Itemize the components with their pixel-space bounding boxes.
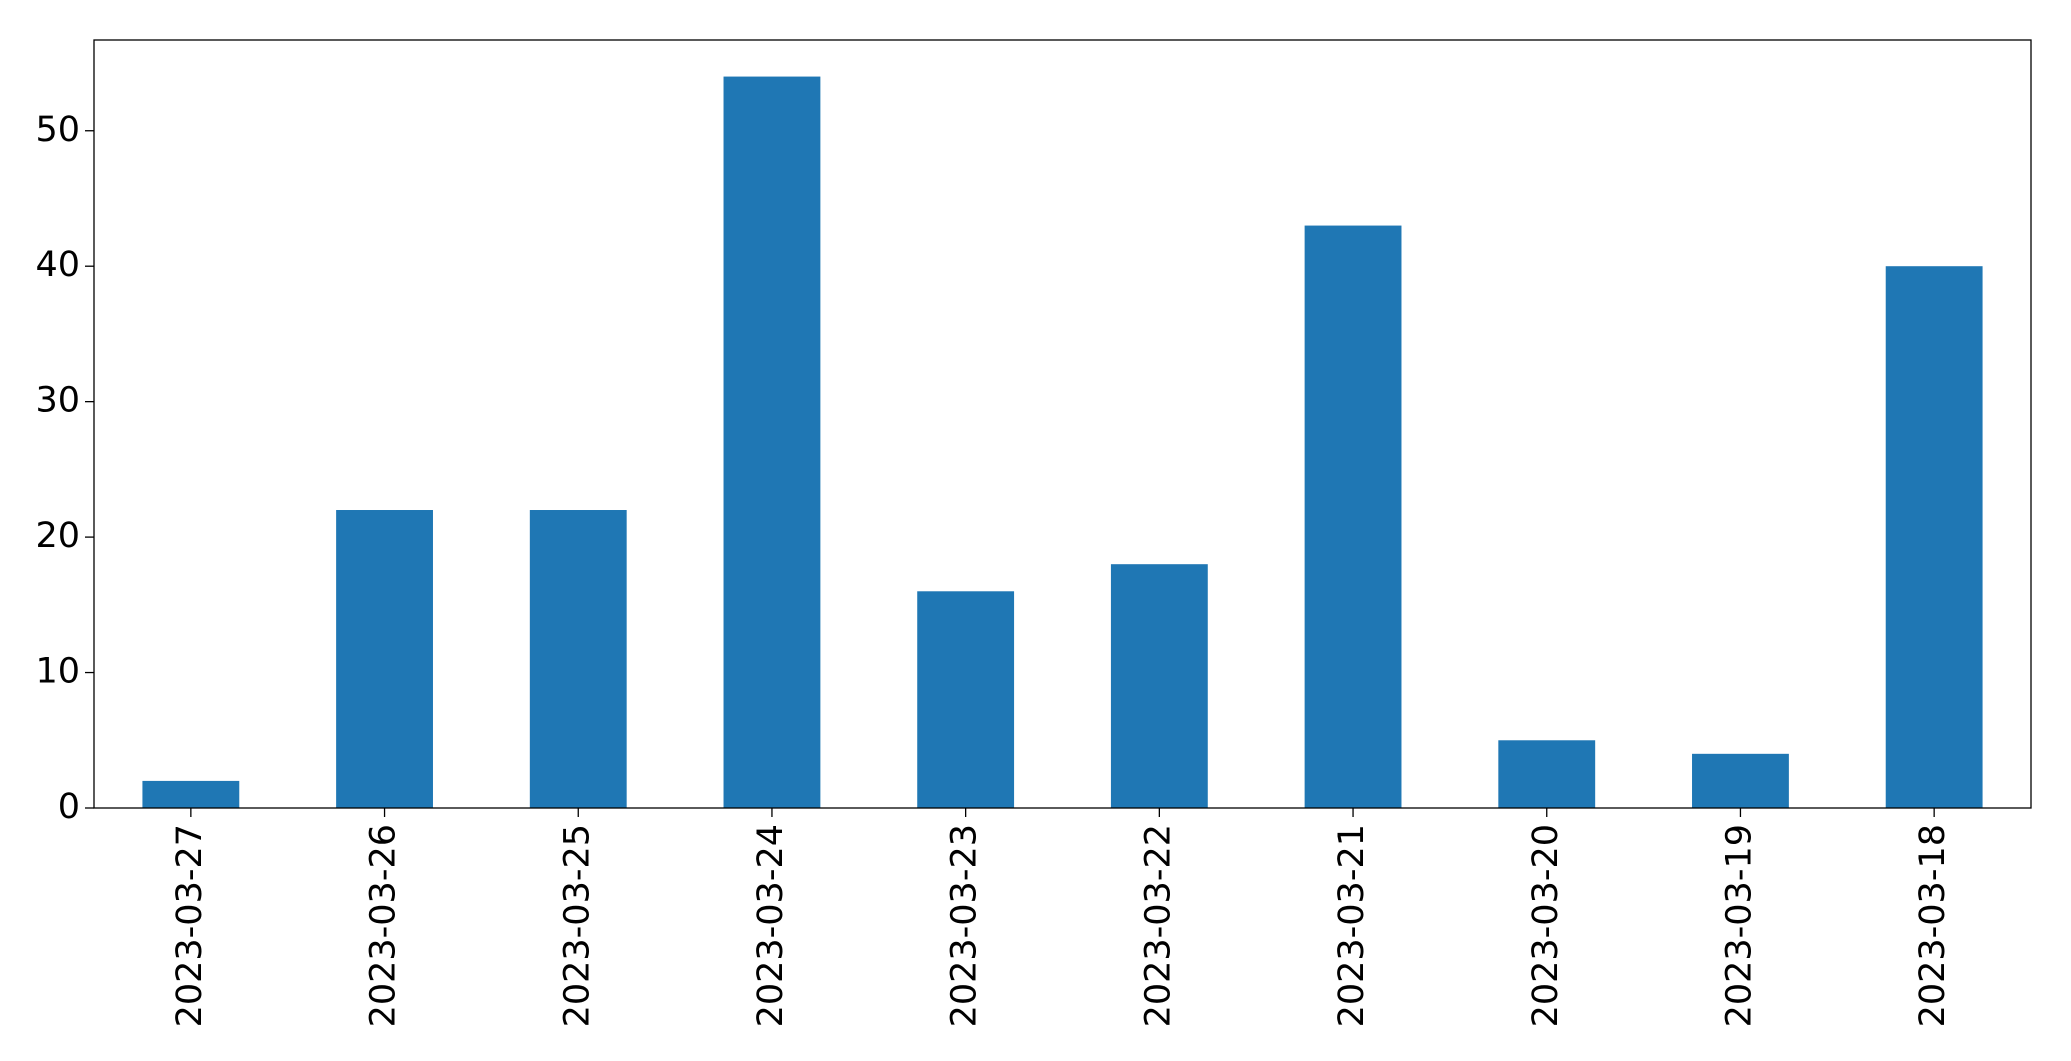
bar [917,591,1015,808]
plot-frame [93,39,2032,809]
x-tick-label: 2023-03-25 [557,824,597,1027]
bar [529,510,627,808]
y-tick-label: 0 [58,787,80,827]
x-tick-label: 2023-03-21 [1332,824,1372,1027]
bar [336,510,433,808]
bar [723,76,821,809]
x-tick-label: 2023-03-27 [170,824,210,1027]
bar [1110,564,1208,808]
bar [1498,740,1596,808]
x-tick-label: 2023-03-18 [1913,824,1953,1027]
y-tick-label: 30 [35,381,80,421]
y-tick-label: 50 [35,110,80,150]
y-tick-label: 10 [35,652,80,692]
x-tick-label: 2023-03-19 [1719,824,1759,1027]
x-tick-label: 2023-03-26 [364,824,404,1027]
x-tick-label: 2023-03-24 [751,824,791,1027]
x-tick-label: 2023-03-23 [945,824,985,1027]
bar [142,780,240,808]
x-tick-label: 2023-03-22 [1138,824,1178,1027]
y-tick-label: 20 [35,516,80,556]
x-tick-label: 2023-03-20 [1526,824,1566,1027]
bar [1885,266,1983,808]
bar [1304,225,1402,808]
bar [1692,753,1789,808]
y-tick-label: 40 [35,245,80,285]
